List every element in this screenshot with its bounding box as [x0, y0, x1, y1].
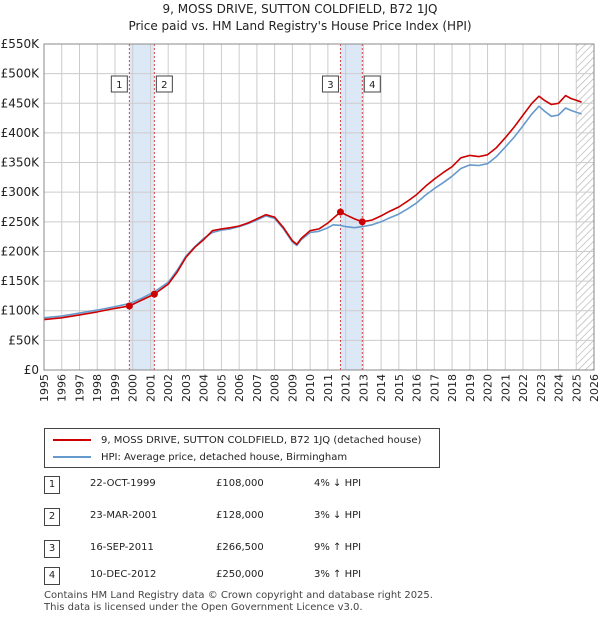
x-tick-label: 2008 [269, 374, 282, 402]
y-tick-label: £300K [1, 185, 41, 199]
plot-frame [43, 43, 595, 371]
transaction-price: £266,500 [216, 542, 264, 553]
x-tick-label: 2006 [233, 374, 246, 402]
legend-swatch-hpi [53, 456, 91, 458]
y-tick-label: £200K [1, 244, 41, 258]
x-tick-label: 2014 [375, 374, 388, 402]
legend-label-price: 9, MOSS DRIVE, SUTTON COLDFIELD, B72 1JQ… [101, 434, 422, 446]
transaction-point [358, 218, 366, 226]
x-tick-label: 1997 [73, 374, 86, 402]
transaction-point [125, 302, 133, 310]
x-tick-label: 2012 [340, 374, 353, 402]
transaction-number-box [155, 75, 173, 93]
transaction-date: 23-MAR-2001 [90, 510, 158, 521]
x-tick-label: 2007 [251, 374, 264, 402]
x-tick-label: 2011 [322, 374, 335, 402]
forecast-hatch [576, 44, 594, 370]
chart-subtitle: Price paid vs. HM Land Registry's House … [128, 19, 472, 33]
x-tick-label: 2021 [499, 374, 512, 402]
x-tick-label: 1995 [38, 374, 51, 402]
transaction-number-badge: 4 [44, 567, 60, 585]
y-tick-label: £250K [1, 215, 41, 229]
legend-item-price: 9, MOSS DRIVE, SUTTON COLDFIELD, B72 1JQ… [53, 432, 421, 448]
hpi-line [43, 105, 582, 319]
transaction-point [150, 290, 158, 298]
transaction-date: 22-OCT-1999 [90, 478, 156, 489]
shaded-range [340, 44, 363, 370]
y-tick-label: £100K [1, 304, 41, 318]
transaction-number-label: 1 [116, 80, 122, 91]
x-tick-label: 1996 [56, 374, 69, 402]
transaction-number-label: 2 [161, 80, 167, 91]
transaction-number-box [321, 75, 339, 93]
x-tick-label: 2025 [570, 374, 583, 402]
legend-swatch-price [53, 439, 91, 441]
x-tick-label: 2009 [286, 374, 299, 402]
y-tick-label: £550K [1, 37, 41, 51]
y-tick-label: £500K [1, 67, 41, 81]
x-tick-label: 2023 [535, 374, 548, 402]
transaction-price: £108,000 [216, 478, 264, 489]
x-tick-label: 1998 [91, 374, 104, 402]
x-tick-label: 2019 [464, 374, 477, 402]
transaction-hpi-diff: 4% ↓ HPI [314, 478, 362, 489]
transaction-number-box [363, 75, 381, 93]
y-tick-label: £400K [1, 126, 41, 140]
transaction-hpi-diff: 3% ↓ HPI [314, 510, 362, 521]
transaction-price: £250,000 [216, 569, 264, 580]
y-tick-label: £350K [1, 156, 41, 170]
footer-copyright: Contains HM Land Registry data © Crown c… [44, 590, 433, 601]
x-tick-label: 2015 [393, 374, 406, 402]
x-tick-label: 1999 [109, 374, 122, 402]
x-tick-label: 2024 [553, 374, 566, 402]
x-tick-label: 2017 [428, 374, 441, 402]
transaction-price: £128,000 [216, 510, 264, 521]
transaction-number-badge: 1 [44, 476, 60, 494]
transaction-number-label: 4 [369, 80, 375, 91]
transaction-number-badge: 2 [44, 508, 60, 526]
chart-title-address: 9, MOSS DRIVE, SUTTON COLDFIELD, B72 1JQ [162, 2, 438, 16]
transaction-hpi-diff: 3% ↑ HPI [314, 569, 362, 580]
price-chart: 1 2 3 4 1995 1996 1997 1998 1999 2000 2001 2002 200… [1, 37, 600, 402]
x-tick-label: 2001 [144, 374, 157, 402]
transaction-point [336, 208, 344, 216]
x-tick-label: 2000 [127, 374, 140, 402]
x-tick-label: 2018 [446, 374, 459, 402]
transaction-date: 10-DEC-2012 [90, 569, 157, 580]
transaction-hpi-diff: 9% ↑ HPI [314, 542, 362, 553]
x-tick-label: 2002 [162, 374, 175, 402]
y-tick-label: £150K [1, 274, 41, 288]
legend: 9, MOSS DRIVE, SUTTON COLDFIELD, B72 1JQ… [44, 428, 440, 468]
x-tick-label: 2010 [304, 374, 317, 402]
x-tick-label: 2020 [482, 374, 495, 402]
y-tick-label: £450K [1, 96, 41, 110]
footer-licence: This data is licensed under the Open Gov… [44, 602, 363, 613]
x-tick-label: 2005 [215, 374, 228, 402]
x-tick-label: 2022 [517, 374, 530, 402]
transaction-date: 16-SEP-2011 [90, 542, 154, 553]
y-tick-label: £50K [8, 333, 40, 347]
y-tick-label: £0 [24, 363, 39, 377]
x-tick-label: 2003 [180, 374, 193, 402]
legend-label-hpi: HPI: Average price, detached house, Birm… [101, 451, 348, 463]
transaction-number-badge: 3 [44, 540, 60, 558]
price-paid-line [43, 94, 582, 321]
transaction-number-label: 3 [327, 80, 333, 91]
x-tick-label: 2013 [357, 374, 370, 402]
legend-item-hpi: HPI: Average price, detached house, Birm… [53, 449, 347, 465]
transaction-number-box [110, 75, 128, 93]
x-tick-label: 2004 [198, 374, 211, 402]
x-tick-label: 2026 [588, 374, 600, 402]
x-tick-label: 2016 [411, 374, 424, 402]
